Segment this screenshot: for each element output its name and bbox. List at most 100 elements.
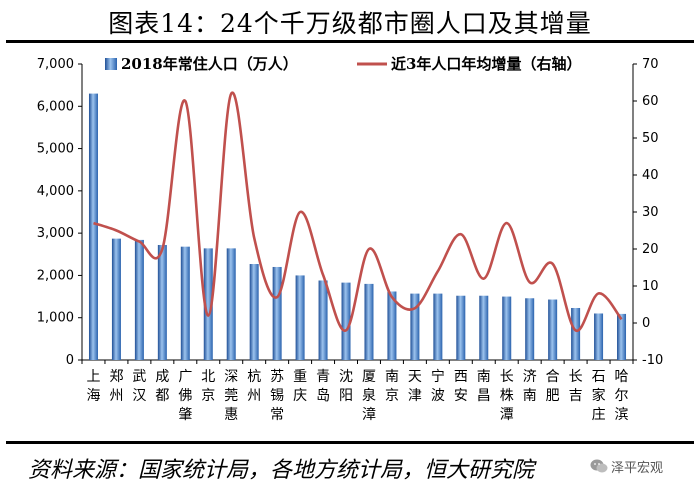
bar <box>479 295 489 360</box>
bar <box>341 282 351 360</box>
chart-title: 图表14：24个千万级都市圈人口及其增量 <box>108 9 592 38</box>
category-label: 天 <box>408 369 422 385</box>
category-label: 佛 <box>178 388 192 404</box>
category-label: 汉 <box>132 388 146 404</box>
category-label: 合 <box>546 369 560 385</box>
bar <box>594 313 604 360</box>
category-label: 滨 <box>615 407 629 423</box>
right-tick-label: 0 <box>642 316 650 331</box>
category-label: 常 <box>270 407 284 423</box>
right-tick-label: 20 <box>642 242 659 257</box>
right-tick-label: 70 <box>642 57 659 72</box>
bottom-rule <box>6 441 694 444</box>
category-labels: 上海郑州武汉成都广佛肇北京深莞惠杭州苏锡常重庆青岛沈阳厦泉漳南京天津宁波西安南昌… <box>86 368 628 423</box>
bar <box>180 246 190 360</box>
category-label: 惠 <box>224 407 238 423</box>
category-label: 广 <box>178 369 192 385</box>
left-tick-label: 2,000 <box>37 268 74 283</box>
category-label: 杭 <box>247 369 261 385</box>
bar <box>387 291 397 360</box>
bar <box>364 283 374 360</box>
bar <box>226 248 236 360</box>
watermark: 泽平宏观 <box>590 455 698 477</box>
left-tick-label: 7,000 <box>37 57 74 72</box>
category-label: 石 <box>592 369 606 385</box>
category-label: 岛 <box>316 388 330 404</box>
category-label: 庄 <box>592 406 606 423</box>
category-label: 南 <box>385 369 399 385</box>
category-label: 株 <box>500 388 514 404</box>
category-label: 哈 <box>615 369 629 385</box>
axes: 0 1,000 2,000 3,000 4,000 5,000 6,000 7,000 -10 0… <box>37 57 663 368</box>
right-tick-label: 60 <box>642 94 659 109</box>
category-label: 厦 <box>362 369 376 385</box>
bar <box>318 280 328 360</box>
legend-line-label: 近3年人口年均增量（右轴） <box>391 55 581 73</box>
category-label: 肥 <box>546 388 560 404</box>
category-label: 昌 <box>477 388 491 404</box>
growth-line <box>93 91 623 332</box>
right-tick-label: 10 <box>642 279 659 294</box>
bar <box>617 313 627 360</box>
category-label: 肇 <box>178 407 192 423</box>
bar <box>548 299 558 360</box>
category-label: 长 <box>500 369 514 385</box>
category-label: 南 <box>523 388 537 404</box>
legend: 2018年常住人口（万人） 近3年人口年均增量（右轴） <box>105 55 581 73</box>
bar <box>272 266 282 360</box>
legend-bar-swatch <box>105 58 117 70</box>
bar <box>433 293 443 360</box>
category-label: 重 <box>293 369 307 385</box>
category-label: 武 <box>132 369 146 385</box>
chart-area: 2018年常住人口（万人） 近3年人口年均增量（右轴） 0 1,000 2,000 3… <box>37 55 663 423</box>
category-label: 潭 <box>500 406 514 423</box>
bar <box>571 307 581 360</box>
category-label: 锡 <box>270 388 284 404</box>
category-label: 京 <box>201 388 215 404</box>
category-label: 吉 <box>569 388 583 404</box>
bar <box>134 239 144 360</box>
right-tick-label: 50 <box>642 131 659 146</box>
bar-series <box>88 93 627 360</box>
bar <box>525 298 535 360</box>
category-label: 州 <box>247 388 261 404</box>
bar <box>157 244 167 360</box>
category-label: 苏 <box>270 369 284 385</box>
bar <box>111 238 121 360</box>
category-label: 宁 <box>431 368 445 385</box>
category-label: 庆 <box>293 388 307 404</box>
left-tick-label: 5,000 <box>37 142 74 157</box>
category-label: 海 <box>86 388 100 404</box>
category-label: 长 <box>569 369 583 385</box>
category-label: 京 <box>385 388 399 404</box>
left-tick-label: 4,000 <box>37 184 74 199</box>
category-label: 泉 <box>362 387 376 404</box>
bar <box>203 248 213 360</box>
category-label: 上 <box>86 369 100 385</box>
category-label: 安 <box>454 388 468 404</box>
category-label: 波 <box>431 388 445 404</box>
bar <box>502 296 512 360</box>
bar <box>249 264 259 360</box>
left-tick-label: 6,000 <box>37 99 74 114</box>
bar <box>410 293 420 360</box>
category-label: 尔 <box>615 388 629 404</box>
category-label: 成 <box>155 369 169 385</box>
category-label: 莞 <box>224 388 238 404</box>
category-label: 都 <box>155 388 169 404</box>
category-label: 郑 <box>109 369 123 385</box>
category-label: 南 <box>477 369 491 385</box>
category-label: 阳 <box>339 388 353 404</box>
right-tick-label: 30 <box>642 205 659 220</box>
right-tick-label: 40 <box>642 168 659 183</box>
watermark-text: 泽平宏观 <box>611 460 664 476</box>
category-label: 沈 <box>339 369 353 385</box>
category-label: 深 <box>224 369 238 385</box>
source-note: 资料来源：国家统计局，各地方统计局，恒大研究院 <box>28 458 535 483</box>
category-label: 青 <box>316 369 330 385</box>
left-tick-label: 0 <box>66 353 74 368</box>
bar <box>295 275 305 360</box>
category-label: 济 <box>523 369 537 385</box>
top-rule <box>6 40 694 43</box>
category-label: 西 <box>454 369 468 385</box>
